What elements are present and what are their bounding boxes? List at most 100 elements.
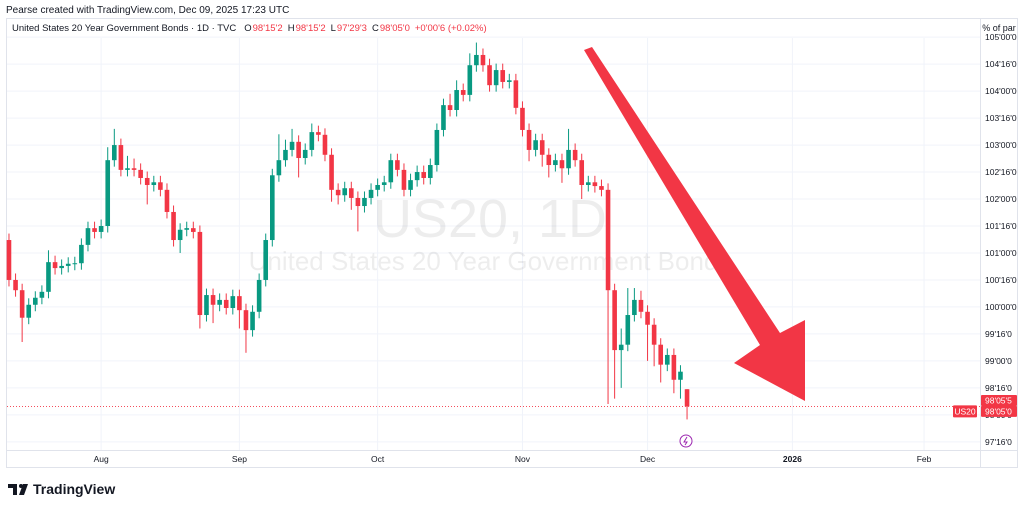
candle-body <box>526 129 532 150</box>
y-tick-label: 105'00'0 <box>985 32 1017 42</box>
candle-body <box>533 140 538 150</box>
candle-body <box>355 197 361 207</box>
candle-body <box>566 149 571 169</box>
legend-key: H <box>288 23 295 34</box>
y-tick-label: 104'00'0 <box>985 86 1017 96</box>
price-badge <box>981 405 1017 417</box>
candle-body <box>302 149 308 159</box>
candle-body <box>250 311 255 331</box>
candle-body <box>454 90 459 110</box>
candle-body <box>625 315 631 345</box>
candle-body <box>46 262 51 292</box>
candle-body <box>559 160 565 169</box>
y-tick-label: 101'16'0 <box>985 221 1017 231</box>
candle-body <box>493 70 499 86</box>
candle-body <box>309 132 315 150</box>
y-tick-label: 97'16'0 <box>985 437 1012 447</box>
event-bolt <box>683 436 688 446</box>
candle-body <box>13 279 18 291</box>
legend: United States 20 Year Government Bonds ·… <box>12 23 487 34</box>
candle-body <box>322 134 328 155</box>
legend-key: O <box>244 23 251 34</box>
candle-body <box>112 145 117 161</box>
arrow-annotation <box>584 47 805 401</box>
candle-body <box>513 80 519 108</box>
watermark-subtitle: United States 20 Year Government Bonds <box>249 246 732 276</box>
y-tick-label: 103'16'0 <box>985 113 1017 123</box>
legend-change: +0'00'6 (+0.02%) <box>415 23 487 34</box>
x-tick-label: Feb <box>917 454 932 464</box>
candle-body <box>539 140 545 155</box>
candle-body <box>52 262 58 269</box>
axes: 105'00'0 104'16'0 104'00'0 103'16'0 103'00'0… <box>94 32 1017 464</box>
candle-body <box>506 80 512 82</box>
candle-body <box>289 141 295 150</box>
candle-body <box>487 65 492 86</box>
candle-body <box>414 172 420 181</box>
axis-label-box <box>982 20 1016 36</box>
candle-body <box>204 295 209 316</box>
candle-body <box>592 182 598 187</box>
candle-body <box>316 132 321 135</box>
candle-body <box>408 180 413 190</box>
candle-body <box>263 240 269 280</box>
price-badge-label: 98'05'0 <box>985 406 1012 416</box>
candle-body <box>177 229 183 241</box>
y-tick-label: 99'16'0 <box>985 329 1012 339</box>
legend-value: 98'15'2 <box>296 23 326 34</box>
candle-body <box>362 197 367 207</box>
candle-body <box>388 160 394 183</box>
logo-mark <box>8 484 28 495</box>
candle-body <box>500 70 506 82</box>
candle-body <box>645 311 650 325</box>
candle-body <box>447 105 453 110</box>
candle-body <box>223 299 229 309</box>
y-tick-label: 103'00'0 <box>985 140 1017 150</box>
candle-body <box>164 189 170 212</box>
candle-body <box>348 188 354 198</box>
candle-body <box>237 296 242 311</box>
candle-body <box>19 290 25 318</box>
logo-dot <box>19 484 23 488</box>
candle-body <box>401 169 407 190</box>
candle-body <box>256 279 262 312</box>
candle-body <box>171 211 176 241</box>
candle-body <box>395 160 400 170</box>
candle-body <box>118 145 124 170</box>
candle-body <box>421 172 427 178</box>
candle-body <box>283 149 288 161</box>
y-tick-label: 100'00'0 <box>985 302 1017 312</box>
legend-key: C <box>372 23 379 34</box>
candle-body <box>632 299 637 316</box>
legend-key: L <box>331 23 336 34</box>
candle-body <box>342 188 348 196</box>
candle-body <box>269 175 275 241</box>
event-icon[interactable] <box>679 434 693 448</box>
candle-body <box>612 290 617 351</box>
candle-body <box>664 354 670 365</box>
candle-body <box>599 186 604 190</box>
candle-body <box>368 189 374 198</box>
candle-body <box>678 371 683 380</box>
ticker-label: US20 <box>954 406 976 416</box>
x-tick-label: Nov <box>515 454 531 464</box>
candle-body <box>39 291 45 298</box>
candle-body <box>480 54 486 66</box>
brand: TradingView <box>33 481 115 497</box>
candle-body <box>335 189 341 196</box>
price-badge <box>981 395 1017 407</box>
candle-body <box>98 225 104 232</box>
candles <box>6 42 980 420</box>
candle-body <box>671 354 677 380</box>
ticker-badge <box>953 405 977 418</box>
candle-body <box>585 182 591 185</box>
symbol: United States 20 Year Government Bonds ·… <box>12 23 236 34</box>
candle-body <box>105 160 111 226</box>
candle-body <box>125 168 130 170</box>
candle-body <box>131 168 137 170</box>
y-tick-label: 101'00'0 <box>985 248 1017 258</box>
legend-value: 98'05'0 <box>380 23 410 34</box>
candle-body <box>460 90 466 95</box>
candle-body <box>184 228 190 230</box>
